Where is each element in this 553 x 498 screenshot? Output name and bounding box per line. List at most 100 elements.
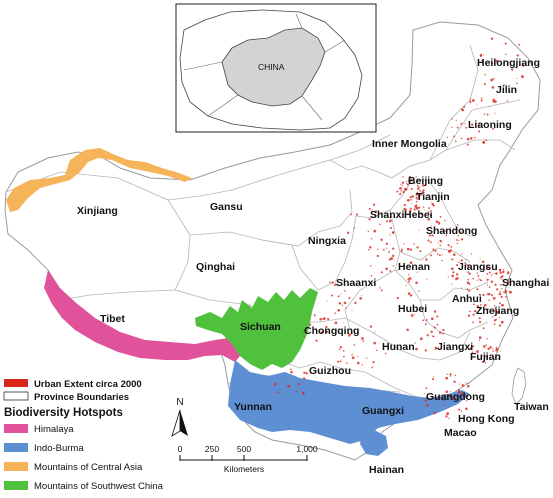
urban-dot [334,321,338,325]
urban-dot [422,206,425,208]
urban-dot [424,310,426,312]
urban-dot [441,254,444,256]
urban-dot [404,209,408,212]
urban-dot [427,218,430,221]
urban-dot [487,347,490,351]
urban-dot [467,384,470,388]
urban-dot [403,243,405,245]
urban-dot [466,137,470,141]
urban-dot [476,350,479,353]
urban-dot [405,285,407,287]
urban-dot [370,275,373,277]
urban-dot [445,390,449,394]
urban-dot [466,143,469,146]
urban-dot [455,239,458,241]
urban-dot [380,238,383,242]
hotspot-indo-burma-hainan [360,430,388,456]
urban-dot [497,358,499,360]
urban-dot [466,288,469,291]
urban-dot [429,214,433,217]
urban-dot [494,112,496,114]
urban-dot [368,218,371,221]
urban-dot [417,194,421,198]
urban-dot [410,314,414,317]
urban-dot [483,83,486,86]
urban-dot [409,277,412,280]
urban-dot [469,98,471,100]
province-label-liaoning: Liaoning [468,119,512,131]
urban-dot [451,274,455,278]
urban-dot [509,290,512,294]
scale-tick-label: 500 [237,444,251,454]
urban-dot [501,288,503,290]
urban-dot [506,100,509,102]
urban-dot [503,84,505,86]
urban-dot [303,336,305,338]
urban-dot [407,278,410,281]
urban-dot [477,279,479,281]
legend-swatch-indo-burma [4,443,28,452]
urban-dot [454,374,457,377]
urban-dot [477,124,480,127]
urban-dot [379,223,381,225]
urban-dot [482,293,485,297]
urban-dot [367,230,369,233]
urban-dot [339,346,343,349]
urban-dot [366,357,368,359]
urban-dot [354,301,357,305]
urban-dot [467,271,469,274]
urban-dot [412,182,414,184]
urban-dot [326,330,329,333]
urban-dot [471,351,474,353]
urban-dot [449,227,452,229]
urban-dot [498,292,502,296]
urban-dot [373,341,376,345]
urban-dot [478,278,480,280]
urban-dot [499,271,502,274]
urban-dot [457,389,461,392]
urban-dot [445,234,448,237]
urban-dot [410,199,412,201]
urban-dot [418,290,420,292]
urban-dot [361,364,363,366]
urban-dot [499,316,501,318]
urban-dot [461,108,464,111]
legend-swatch-himalaya [4,424,28,433]
urban-dot [469,100,472,103]
urban-dot [483,54,485,56]
urban-dot [451,258,454,261]
urban-dot [481,260,485,264]
urban-dot [436,397,438,399]
urban-dot [488,286,491,288]
urban-dot [455,140,457,142]
urban-dot [407,292,411,295]
urban-dot [500,320,504,324]
urban-dot [400,183,402,186]
urban-dot [476,272,479,274]
urban-dot [346,362,348,364]
urban-dot [473,303,475,306]
urban-dot [453,135,455,138]
urban-dot [380,289,383,292]
urban-dot [472,277,475,280]
urban-dot [470,253,473,255]
urban-dot [460,410,463,412]
urban-dot [478,358,480,360]
urban-dot [469,347,473,351]
urban-dot [471,99,475,102]
urban-dot [494,273,496,275]
urban-dot [444,230,446,232]
urban-dot [406,247,410,251]
urban-dot [514,281,516,283]
urban-dot [290,370,293,374]
urban-dot [492,127,495,130]
urban-dot [438,331,442,334]
urban-dot [270,375,272,377]
north-arrow-left [171,409,181,437]
urban-dot [403,187,407,191]
urban-dot [425,396,428,400]
urban-dot [427,211,430,213]
province-label-yunnan: Yunnan [234,401,272,413]
urban-dot [492,316,494,318]
